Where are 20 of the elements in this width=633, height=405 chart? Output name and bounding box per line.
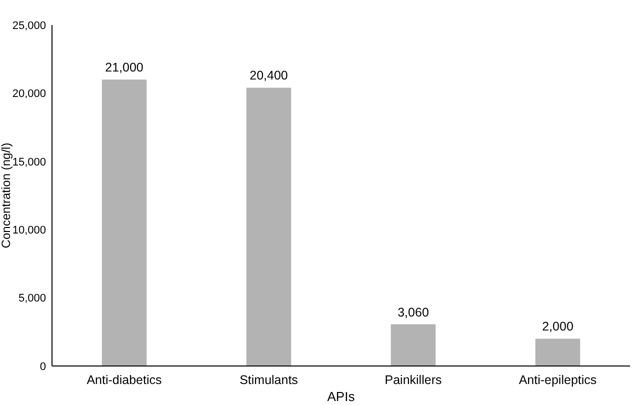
data-label: 20,400 (250, 68, 288, 83)
x-tick-label: Stimulants (240, 373, 298, 387)
y-tick-label: 25,000 (12, 20, 46, 32)
x-tick-label: Anti-epileptics (518, 373, 597, 387)
data-label: 3,060 (398, 305, 429, 320)
y-tick-label: 15,000 (12, 156, 46, 168)
x-axis-title: APIs (327, 389, 356, 404)
y-tick-label: 5,000 (18, 292, 46, 305)
data-label: 2,000 (542, 320, 574, 334)
y-tick-label: 0 (40, 360, 46, 373)
y-tick-label: 10,000 (12, 224, 46, 236)
x-tick-label: Anti-diabetics (86, 373, 162, 387)
data-label: 21,000 (105, 60, 144, 75)
bar (246, 88, 292, 366)
y-axis-title: Concentration (ng/l) (0, 142, 13, 248)
y-tick-label: 20,000 (12, 88, 46, 100)
bar (102, 80, 147, 366)
x-tick-label: Painkillers (384, 373, 442, 387)
bar (535, 338, 580, 366)
bar (390, 324, 436, 366)
